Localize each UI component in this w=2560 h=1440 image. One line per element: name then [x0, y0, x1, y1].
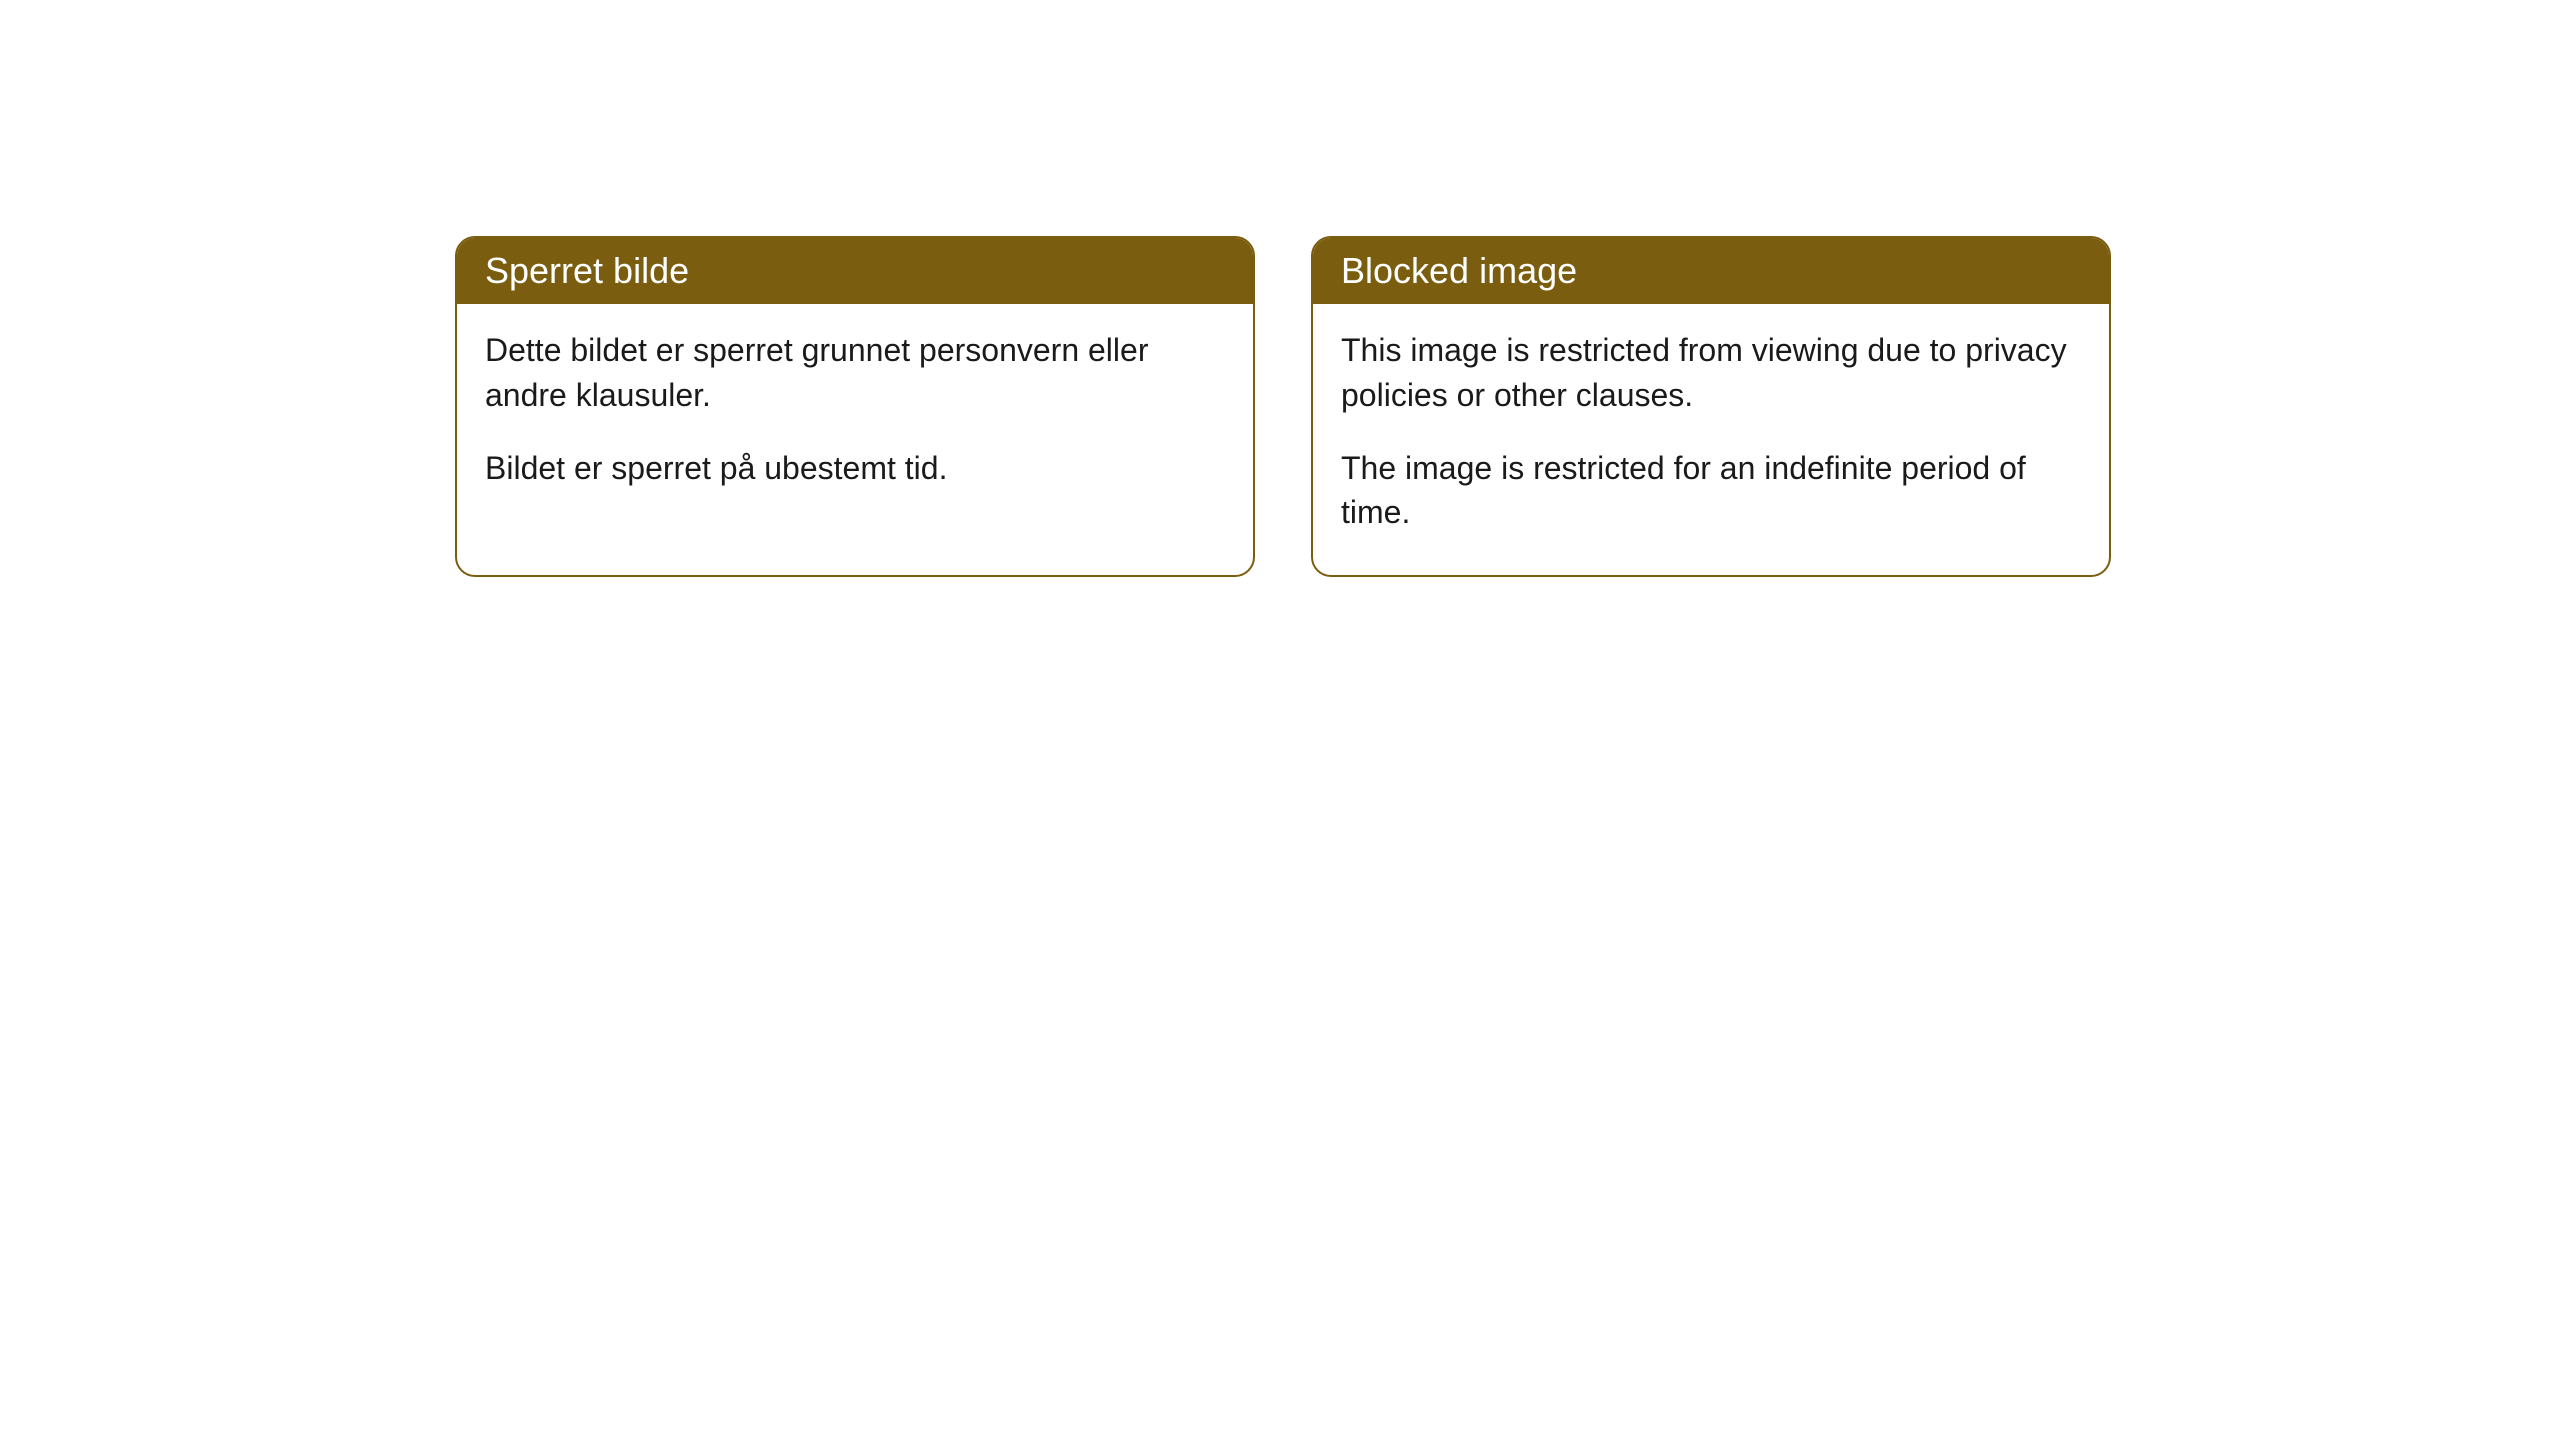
notice-cards-container: Sperret bilde Dette bildet er sperret gr…	[455, 236, 2111, 577]
card-header-english: Blocked image	[1313, 238, 2109, 304]
card-body-norwegian: Dette bildet er sperret grunnet personve…	[457, 304, 1253, 530]
card-title: Sperret bilde	[485, 250, 689, 291]
blocked-image-card-norwegian: Sperret bilde Dette bildet er sperret gr…	[455, 236, 1255, 577]
card-body-english: This image is restricted from viewing du…	[1313, 304, 2109, 575]
card-title: Blocked image	[1341, 250, 1577, 291]
blocked-image-card-english: Blocked image This image is restricted f…	[1311, 236, 2111, 577]
card-paragraph-2: Bildet er sperret på ubestemt tid.	[485, 446, 1225, 491]
card-paragraph-1: This image is restricted from viewing du…	[1341, 328, 2081, 418]
card-header-norwegian: Sperret bilde	[457, 238, 1253, 304]
card-paragraph-2: The image is restricted for an indefinit…	[1341, 446, 2081, 536]
card-paragraph-1: Dette bildet er sperret grunnet personve…	[485, 328, 1225, 418]
